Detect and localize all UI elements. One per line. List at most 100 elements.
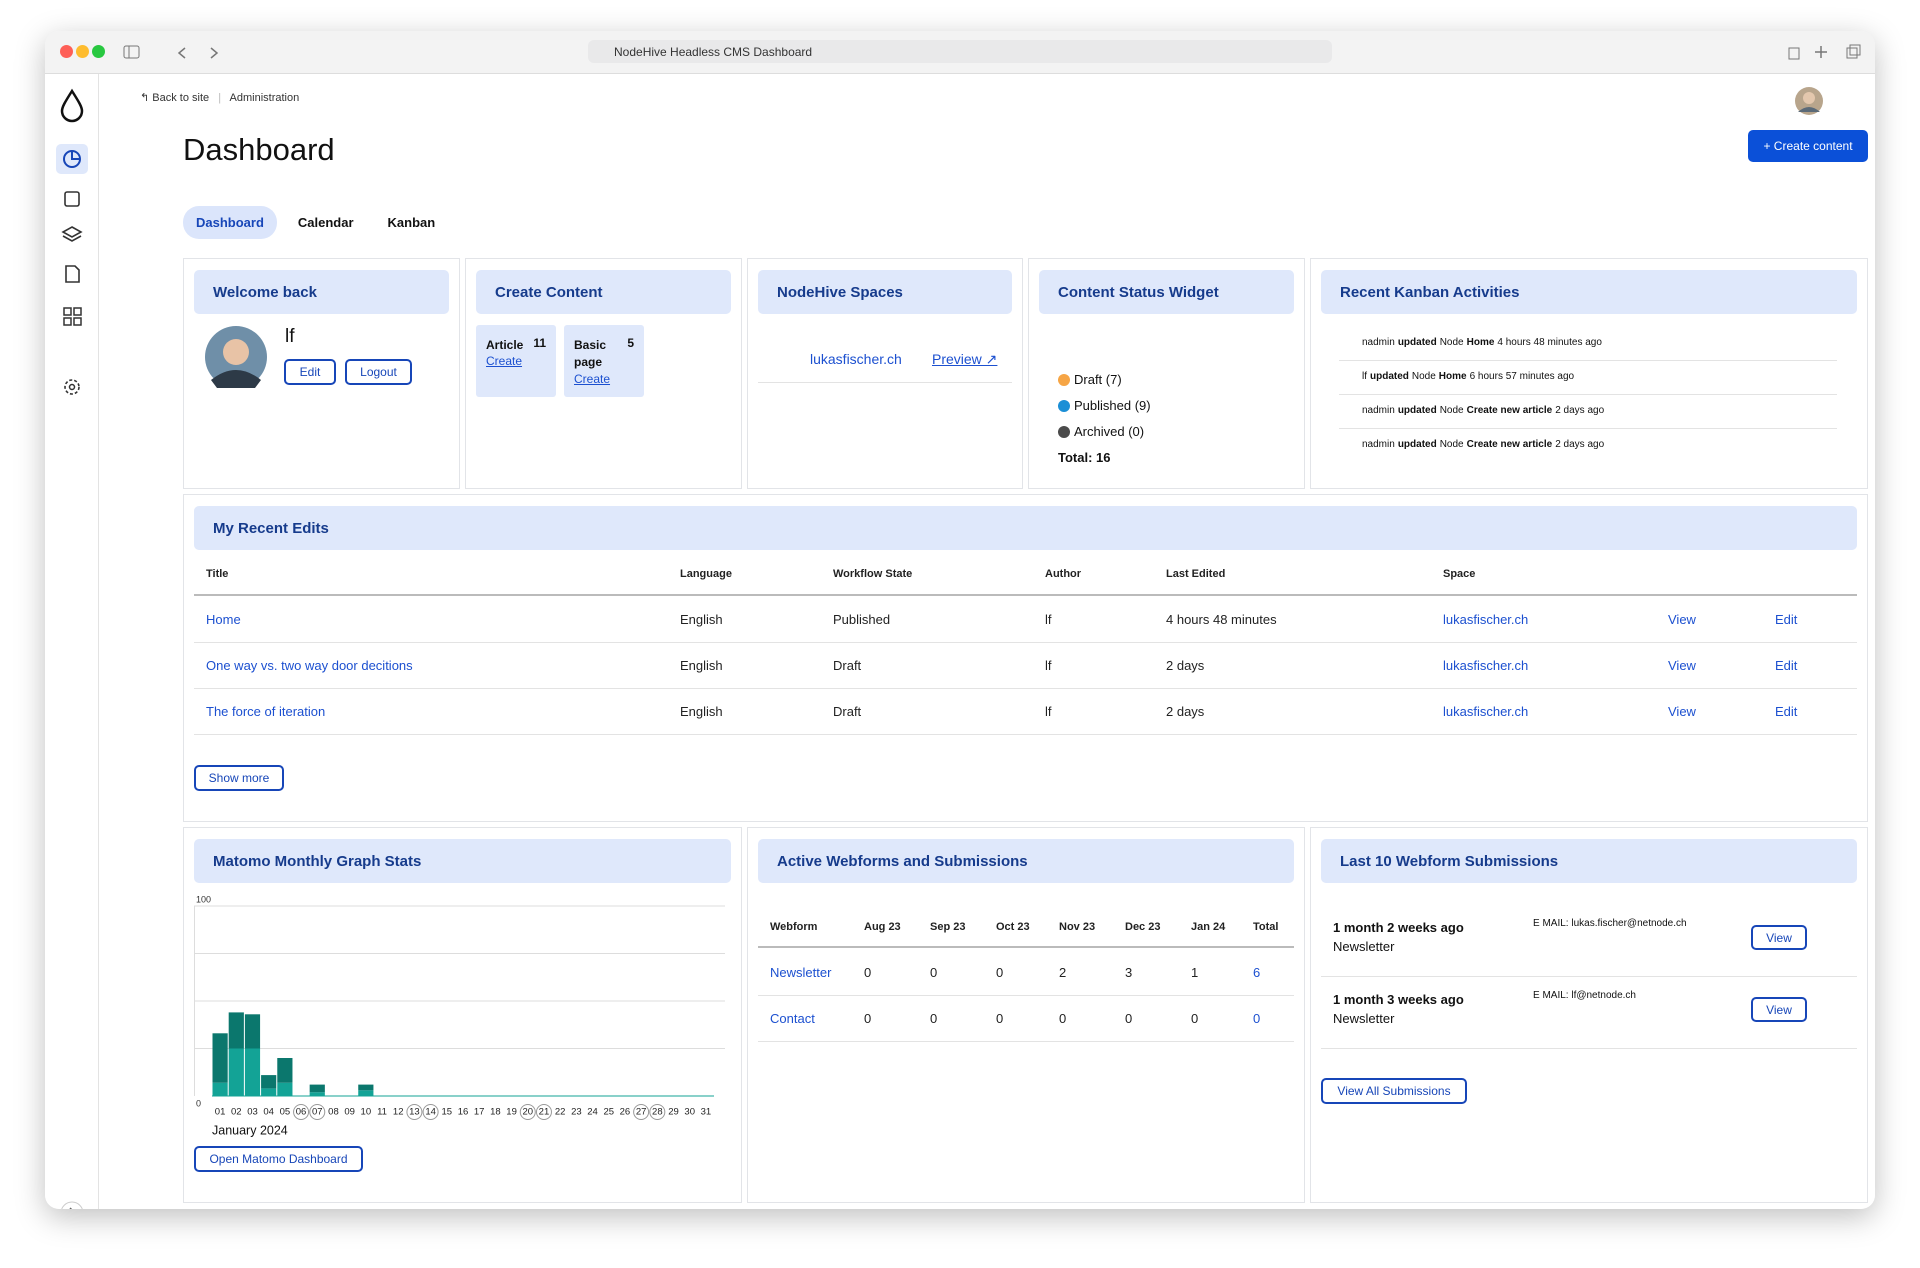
bar [212, 1033, 228, 1083]
activity-node: Create new article [1466, 439, 1553, 450]
matomo-chart: 0 100 01 02 03 04 05 06 07 08 09 10 11 12 13 14 15 16 17 18… [194, 896, 725, 1137]
table-link[interactable]: Edit [1775, 704, 1798, 719]
activity-time: 2 days ago [1555, 405, 1605, 416]
bar [228, 1012, 244, 1049]
table-header: Sep 23 [930, 921, 966, 933]
x-tick-label: 08 [328, 1107, 339, 1118]
table-cell: English [680, 704, 723, 719]
tab[interactable]: Dashboard [183, 206, 277, 239]
table-cell: 0 [930, 1011, 938, 1026]
zoom-button[interactable] [92, 45, 105, 58]
browser-window: NodeHive Headless CMS Dashboard ↰ Back t… [45, 31, 1875, 1209]
bar [244, 1048, 261, 1096]
bar [277, 1058, 293, 1083]
table-link[interactable]: One way vs. two way door decitions [206, 658, 413, 673]
separator [1339, 360, 1837, 361]
table-cell: 0 [864, 965, 872, 980]
webforms-card: Active Webforms and Submissions Webform A… [747, 827, 1305, 1203]
table-link[interactable]: lukasfischer.ch [1443, 704, 1529, 719]
activity-time: 4 hours 48 minutes ago [1497, 337, 1602, 348]
submission-form: Newsletter [1333, 939, 1395, 954]
breadcrumb-link[interactable]: ↰ Back to site [140, 92, 210, 104]
table-header: Workflow State [833, 568, 913, 580]
activity-text: nadmin updated Node Create new article 2 day… [1362, 439, 1607, 450]
create-content-card: Create Content Article 11 Create Basic page… [465, 258, 742, 489]
view-button[interactable]: View [1751, 997, 1807, 1022]
activity-user: nadmin [1362, 405, 1395, 416]
table-cell: lf [1045, 704, 1052, 719]
table-header: Webform [770, 921, 818, 933]
create-content-button[interactable]: + Create content [1748, 130, 1868, 162]
x-tick-label: 26 [620, 1107, 631, 1118]
table-cell: 0 [864, 1011, 872, 1026]
card-title: Welcome back [194, 270, 449, 314]
edit-button[interactable]: Edit [284, 359, 336, 385]
tab[interactable]: Calendar [297, 215, 354, 230]
table-header: Oct 23 [996, 921, 1030, 933]
content-type-name: Basic page [574, 338, 607, 369]
recent-edits-card: My Recent Edits Show more Title Language W… [183, 494, 1868, 822]
create-link[interactable]: Create [574, 372, 611, 386]
row-line [194, 642, 1857, 643]
table-header: Space [1443, 568, 1476, 580]
table-cell: 0 [930, 965, 938, 980]
space-link[interactable]: lukasfischer.ch [810, 351, 902, 367]
matomo-button[interactable]: Open Matomo Dashboard [194, 1146, 363, 1172]
x-tick-label: 23 [571, 1107, 582, 1118]
activity-type: Node [1411, 371, 1436, 382]
breadcrumb-text: Back to site [152, 92, 210, 104]
activity-text: nadmin updated Node Create new article 2 day… [1362, 405, 1607, 416]
table-link[interactable]: lukasfischer.ch [1443, 658, 1529, 673]
spaces-card: NodeHive Spaces lukasfischer.ch Preview ↗ [747, 258, 1023, 489]
table-cell: English [680, 612, 723, 627]
minimize-button[interactable] [76, 45, 89, 58]
address-bar[interactable]: NodeHive Headless CMS Dashboard [588, 40, 1332, 63]
preview-link[interactable]: Preview ↗ [932, 351, 998, 367]
table-header: Jan 24 [1191, 921, 1226, 933]
x-tick-label: 25 [603, 1107, 614, 1118]
content-type-count: 5 [627, 336, 634, 350]
x-tick-label: 28 [652, 1107, 663, 1118]
table-link[interactable]: View [1668, 612, 1696, 627]
table-link[interactable]: 0 [1253, 1011, 1261, 1026]
table-link[interactable]: 6 [1253, 965, 1261, 980]
activity-action: updated [1397, 439, 1437, 450]
show-more-button[interactable]: Show more [194, 765, 284, 791]
create-link[interactable]: Create [486, 354, 523, 368]
close-button[interactable] [60, 45, 73, 58]
weekend-circle [406, 1104, 423, 1120]
weekend-circle [293, 1104, 310, 1120]
table-link[interactable]: Home [206, 612, 241, 627]
view-all-button[interactable]: View All Submissions [1321, 1078, 1467, 1104]
submission-email: E MAIL: lukas.fischer@netnode.ch [1533, 918, 1687, 929]
table-link[interactable]: Edit [1775, 658, 1798, 673]
activity-text: nadmin updated Node Home 4 hours 48 minutes … [1362, 337, 1605, 348]
legend-dot [1058, 425, 1070, 438]
x-tick-label: 21 [539, 1107, 550, 1118]
table-link[interactable]: The force of iteration [206, 704, 326, 719]
logout-button[interactable]: Logout [345, 359, 412, 385]
user-avatar[interactable] [1794, 86, 1824, 116]
breadcrumb-link[interactable]: Administration [229, 92, 300, 104]
activity-user: lf [1362, 371, 1367, 382]
view-button[interactable]: View [1751, 925, 1807, 950]
status-legend-item: Draft (7) [1058, 372, 1122, 387]
table-link[interactable]: View [1668, 704, 1696, 719]
tab[interactable]: Kanban [387, 215, 436, 230]
bar [261, 1088, 277, 1096]
table-link[interactable]: Edit [1775, 612, 1798, 627]
legend-label: Draft (7) [1074, 372, 1122, 387]
table-link[interactable]: View [1668, 658, 1696, 673]
table-cell: 4 hours 48 minutes [1166, 612, 1277, 627]
submission-email: E MAIL: lf@netnode.ch [1533, 990, 1636, 1001]
table-link[interactable]: lukasfischer.ch [1443, 612, 1529, 627]
card-title: Active Webforms and Submissions [758, 839, 1294, 883]
content-type-box: Article 11 Create [476, 325, 556, 397]
table-cell: 2 days [1166, 658, 1205, 673]
legend-dot [1058, 399, 1070, 412]
table-link[interactable]: Contact [770, 1011, 815, 1026]
status-legend-item: Published (9) [1058, 398, 1151, 413]
activity-type: Node [1439, 405, 1464, 416]
toolbar-icons [123, 45, 219, 59]
table-link[interactable]: Newsletter [770, 965, 832, 980]
